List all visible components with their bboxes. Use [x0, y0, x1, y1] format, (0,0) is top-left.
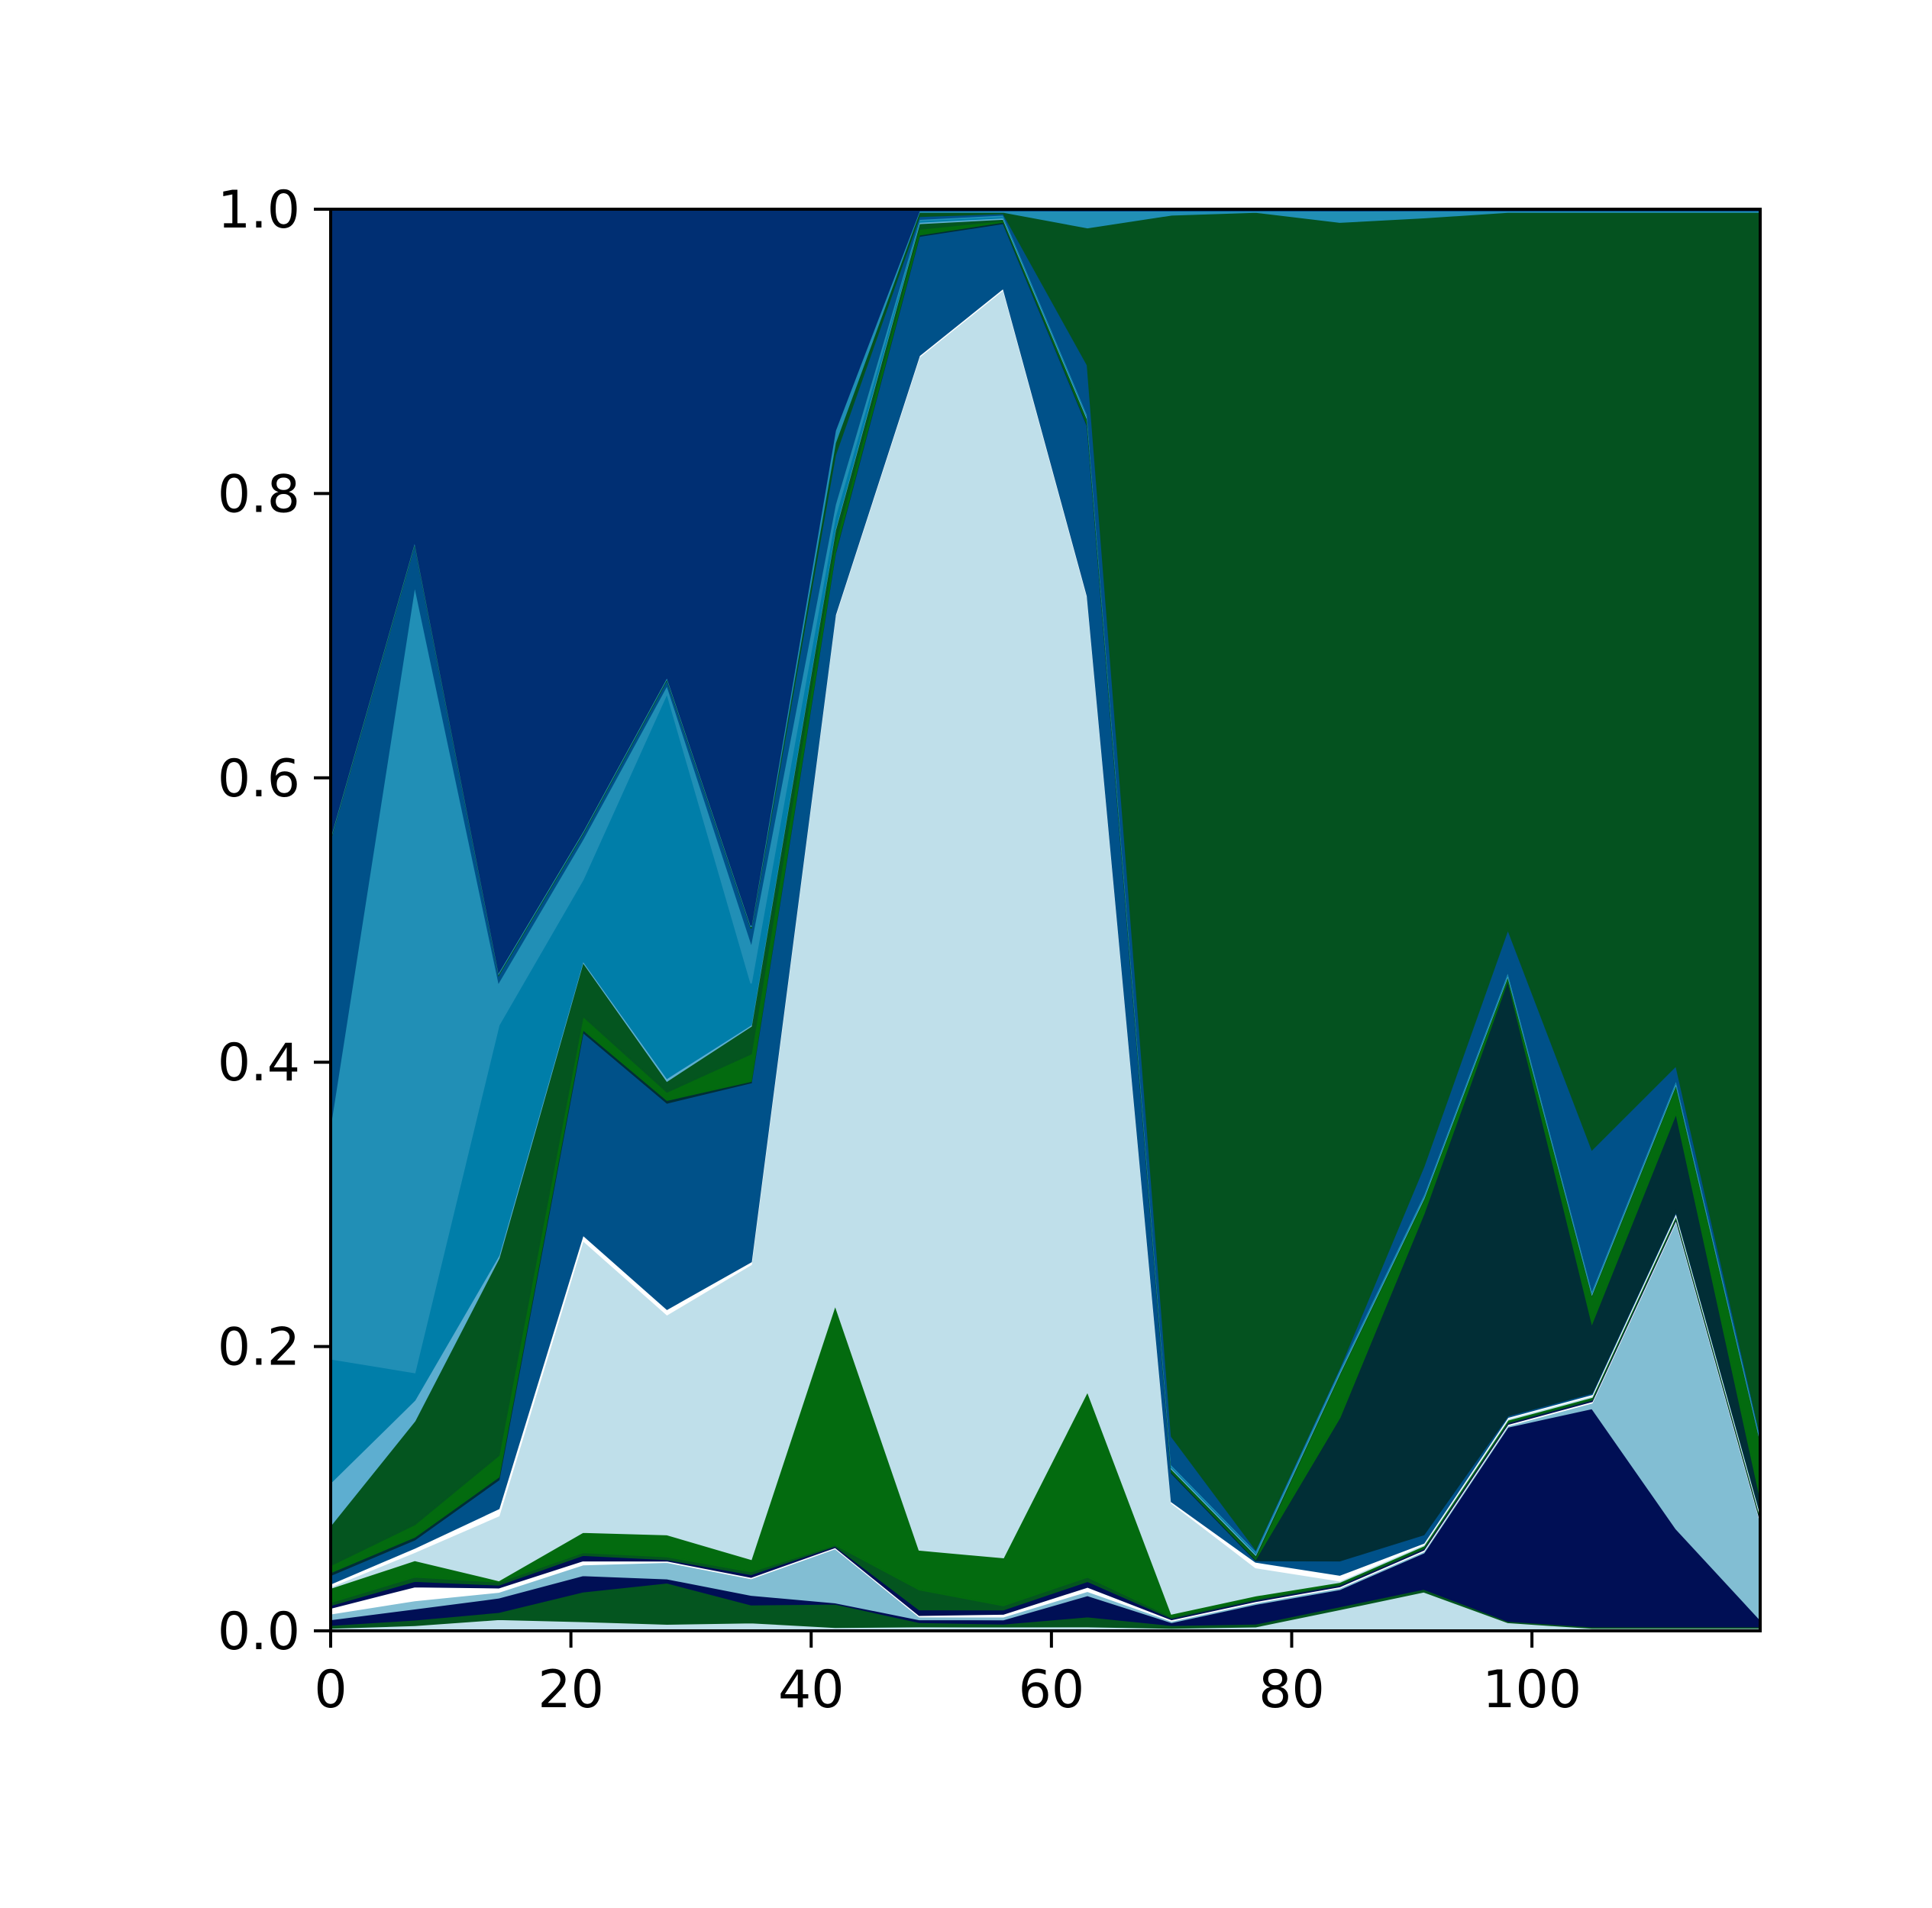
x-tick-label: 40 — [778, 1660, 845, 1720]
y-tick-label: 0.2 — [218, 1318, 300, 1378]
x-tick-label: 60 — [1019, 1660, 1085, 1720]
plot-frame — [329, 208, 1762, 1632]
y-tick-label: 0.8 — [218, 464, 300, 525]
x-tick-label: 100 — [1482, 1660, 1581, 1720]
y-tick-label: 0.4 — [218, 1033, 300, 1093]
y-tick-label: 0.0 — [218, 1602, 300, 1662]
area-series-21 — [331, 209, 1760, 974]
x-tick-label: 20 — [538, 1660, 604, 1720]
y-tick-label: 0.6 — [218, 749, 300, 809]
area-layers — [331, 209, 1760, 1631]
y-axis: 0.0 0.2 0.4 0.6 0.8 1.0 — [218, 180, 331, 1662]
x-tick-label: 0 — [314, 1660, 347, 1720]
x-axis: 0 20 40 60 80 100 — [314, 1631, 1581, 1720]
x-tick-label: 80 — [1258, 1660, 1325, 1720]
y-tick-label: 1.0 — [218, 180, 300, 241]
